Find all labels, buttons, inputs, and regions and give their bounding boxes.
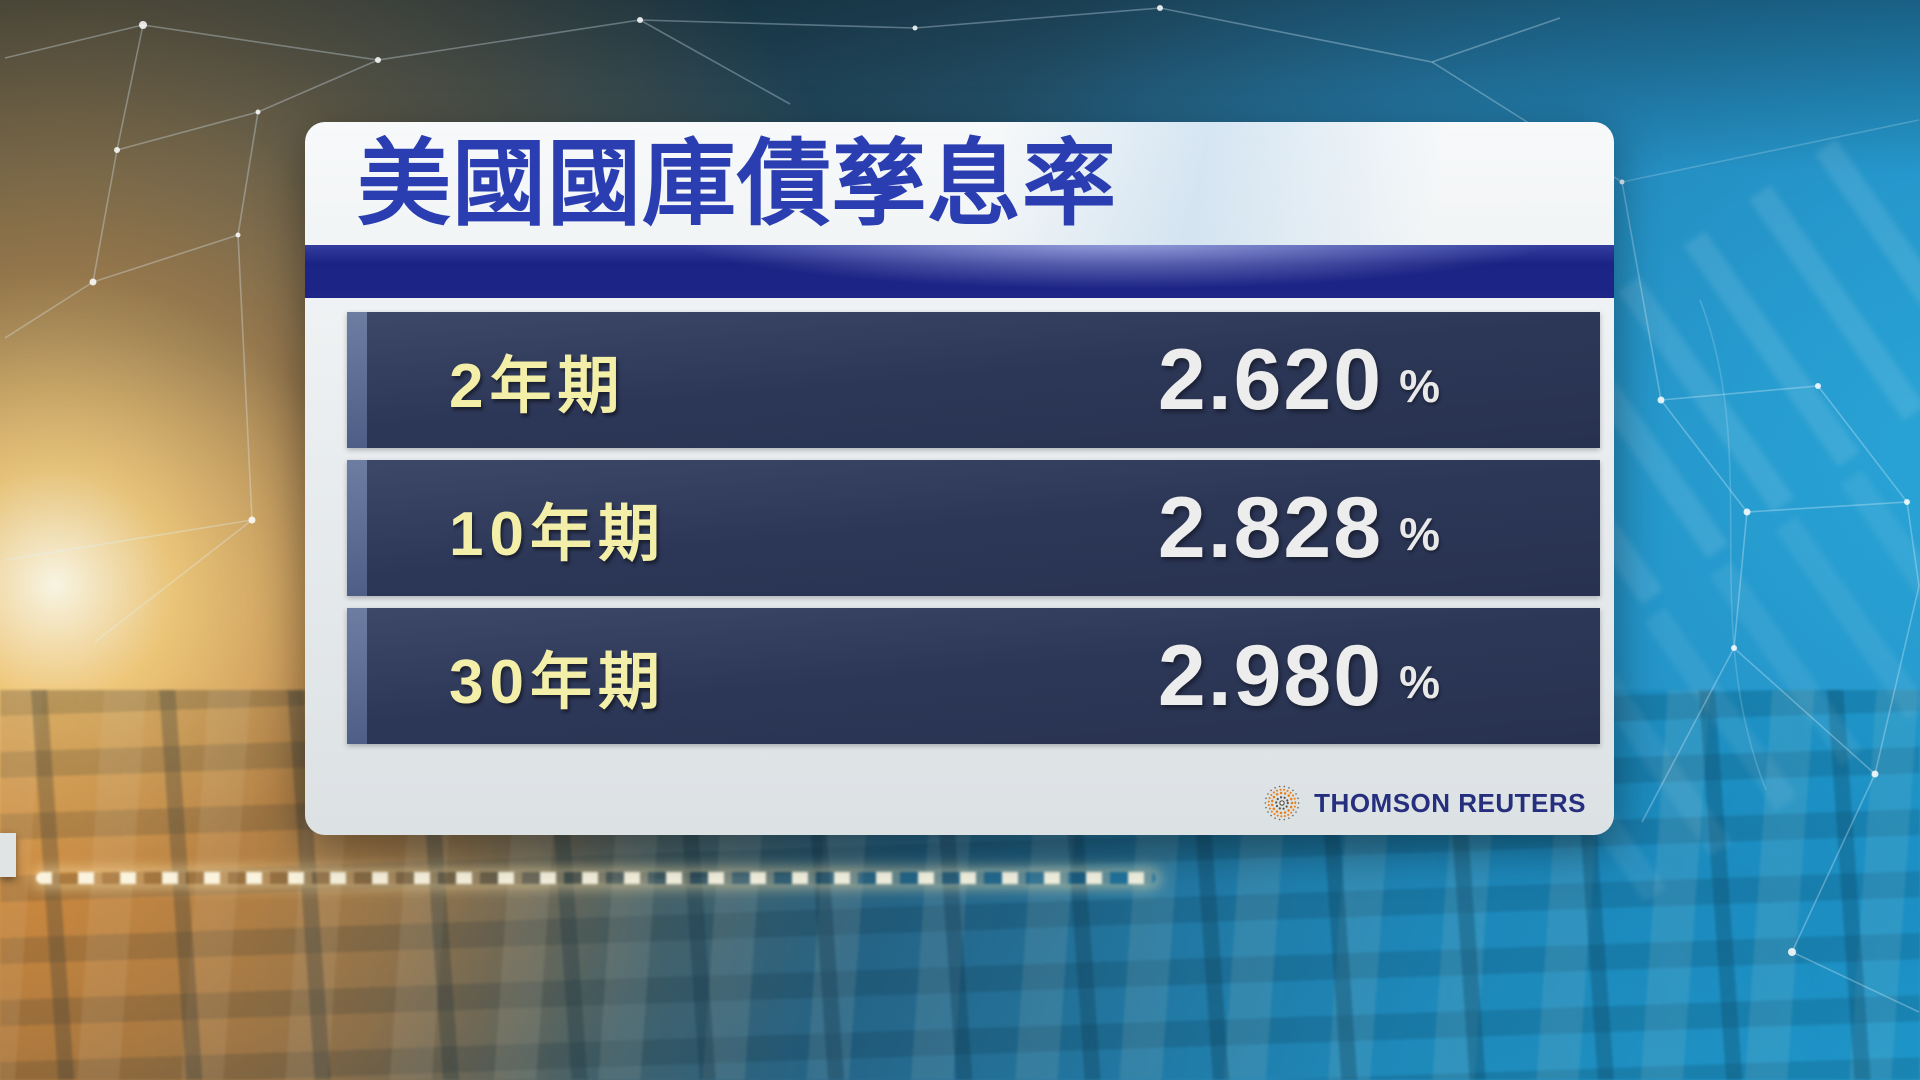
row-body: 30年期 2.980 % — [367, 608, 1600, 744]
panel-title-bar: 美國國庫債孳息率 — [305, 122, 1614, 245]
yield-value-group: 2.828 % — [1158, 479, 1440, 578]
table-row: 10年期 2.828 % — [347, 460, 1600, 596]
percent-sign: % — [1399, 360, 1440, 412]
screen-edge-fragment — [0, 833, 16, 877]
percent-sign: % — [1399, 656, 1440, 708]
thomson-reuters-globe-icon — [1264, 785, 1300, 821]
yield-value: 2.828 — [1157, 479, 1384, 576]
light-bokeh-strip — [36, 872, 1156, 884]
maturity-label: 30年期 — [449, 648, 666, 717]
row-body: 2年期 2.620 % — [367, 312, 1600, 448]
thomson-reuters-logo: THOMSON REUTERS — [1262, 783, 1586, 823]
yield-value-group: 2.980 % — [1158, 627, 1440, 726]
maturity-label: 2年期 — [449, 352, 626, 421]
row-accent-stripe — [347, 312, 367, 448]
yields-table: 2年期 2.620 % 10年期 2.828 % — [347, 312, 1600, 756]
table-row: 2年期 2.620 % — [347, 312, 1600, 448]
percent-sign: % — [1399, 508, 1440, 560]
yields-panel: 美國國庫債孳息率 2年期 2.620 % 10年期 2.8 — [305, 122, 1614, 835]
yield-value: 2.980 — [1157, 627, 1384, 724]
yield-value-group: 2.620 % — [1158, 331, 1440, 430]
yield-value: 2.620 — [1157, 331, 1384, 428]
thomson-reuters-wordmark: THOMSON REUTERS — [1314, 787, 1586, 818]
title-divider-band — [305, 245, 1614, 298]
page-title: 美國國庫債孳息率 — [357, 130, 1118, 236]
row-accent-stripe — [347, 608, 367, 744]
table-row: 30年期 2.980 % — [347, 608, 1600, 744]
maturity-label: 10年期 — [449, 500, 666, 569]
row-accent-stripe — [347, 460, 367, 596]
row-body: 10年期 2.828 % — [367, 460, 1600, 596]
